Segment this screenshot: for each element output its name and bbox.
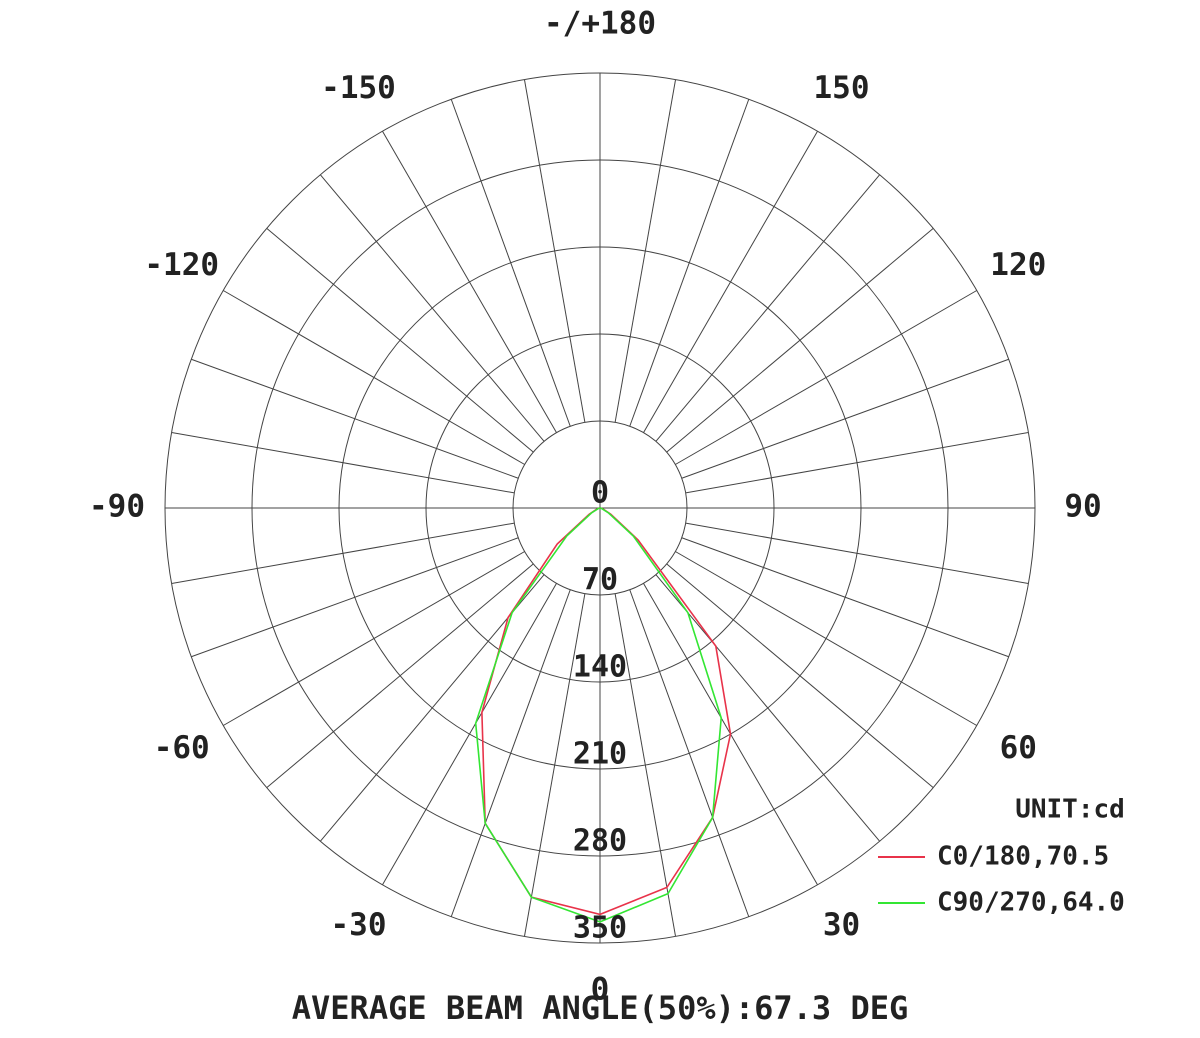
angle-tick-label: 90 xyxy=(1064,489,1101,525)
grid-ring xyxy=(251,159,949,857)
labels: -/+180 -150 -120 -90 -60 -30 0 30 60 90 120 150 0 70 1… xyxy=(89,6,1125,1008)
r-tick-label: 350 xyxy=(573,911,627,946)
r-tick-label: 280 xyxy=(573,824,627,859)
angle-tick-label: -150 xyxy=(321,70,396,106)
r-tick-label: 140 xyxy=(573,650,627,685)
legend-label: C0/180,70.5 xyxy=(937,842,1109,872)
r-tick-label: 70 xyxy=(582,563,618,598)
angle-tick-label: -90 xyxy=(89,489,145,525)
grid-ring xyxy=(164,72,1036,944)
angle-tick-label: -60 xyxy=(154,730,210,766)
angle-tick-label: -30 xyxy=(331,907,387,943)
curves xyxy=(474,507,732,923)
angle-tick-label: 30 xyxy=(823,907,860,943)
angle-tick-label: 120 xyxy=(990,247,1046,283)
grid-ring xyxy=(512,420,688,596)
angle-tick-label: 60 xyxy=(1000,730,1037,766)
intensity-curve xyxy=(474,507,723,923)
angle-tick-label: 0 xyxy=(591,972,610,1008)
angle-tick-label: -120 xyxy=(144,247,219,283)
annotation: AVERAGE BEAM ANGLE(50%):67.3 DEG xyxy=(292,989,909,1027)
grid xyxy=(164,72,1036,944)
grid-ring xyxy=(338,246,862,770)
r-tick-label: 0 xyxy=(591,476,609,511)
legend-title: UNIT:cd xyxy=(1015,795,1125,825)
angle-tick-label: 150 xyxy=(814,70,870,106)
r-tick-label: 210 xyxy=(573,737,627,772)
angle-tick-label: -/+180 xyxy=(544,6,656,42)
grid-ring xyxy=(425,333,775,683)
legend-label: C90/270,64.0 xyxy=(937,888,1125,918)
